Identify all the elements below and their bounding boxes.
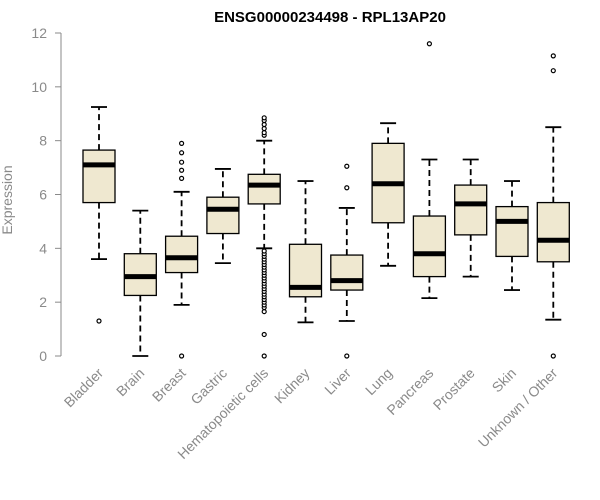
box-kidney xyxy=(288,180,323,324)
box-brain xyxy=(123,209,157,357)
category-label: Brain xyxy=(113,365,147,399)
outlier-point xyxy=(261,125,267,132)
y-tick-label: 6 xyxy=(39,187,47,203)
box-bladder xyxy=(82,106,116,324)
category-label: Skin xyxy=(489,365,520,396)
outlier-point xyxy=(96,318,102,324)
category-label: Prostate xyxy=(430,365,478,413)
chart-title: ENSG00000234498 - RPL13AP20 xyxy=(214,9,446,26)
y-axis-label: Expression xyxy=(0,165,15,234)
outlier-point xyxy=(179,353,185,359)
category-label: Liver xyxy=(321,365,354,398)
iqr-box xyxy=(164,235,199,274)
outlier-point xyxy=(261,121,267,128)
outlier-point xyxy=(550,353,556,359)
outlier-point xyxy=(179,140,185,146)
iqr-box xyxy=(206,196,240,235)
y-tick-label: 12 xyxy=(31,25,47,41)
outlier-point xyxy=(261,129,267,136)
iqr-box xyxy=(247,173,281,205)
box-hematopoietic-cells xyxy=(247,115,281,359)
box-breast xyxy=(164,140,199,359)
outlier-point xyxy=(550,68,556,74)
outlier-point xyxy=(344,353,350,359)
outlier-point xyxy=(344,185,350,191)
outlier-point xyxy=(179,150,185,156)
category-label: Breast xyxy=(149,365,189,405)
y-tick-label: 0 xyxy=(39,348,47,364)
outlier-point xyxy=(261,353,267,359)
y-axis: 0 2 4 6 8 10 12 xyxy=(31,25,62,364)
y-tick-label: 10 xyxy=(31,79,47,95)
category-label: Kidney xyxy=(271,365,313,407)
outlier-point xyxy=(261,115,267,121)
box-skin xyxy=(495,180,529,291)
iqr-box xyxy=(495,205,529,258)
outlier-point xyxy=(550,53,556,59)
iqr-box xyxy=(82,149,116,204)
y-tick-label: 2 xyxy=(39,294,47,310)
iqr-box xyxy=(536,201,570,263)
outlier-point xyxy=(261,308,267,315)
box-lung xyxy=(371,122,405,267)
outlier-point xyxy=(179,159,185,165)
box-unknown-other xyxy=(536,53,570,359)
iqr-box xyxy=(330,254,364,291)
outlier-point xyxy=(344,163,350,169)
outlier-point xyxy=(179,167,185,173)
iqr-box xyxy=(412,215,447,278)
boxes-group xyxy=(82,41,570,359)
box-prostate xyxy=(454,158,488,278)
iqr-box xyxy=(454,184,488,236)
y-tick-label: 4 xyxy=(39,240,47,256)
outlier-point xyxy=(261,248,267,254)
outlier-point xyxy=(179,175,185,181)
box-gastric xyxy=(206,168,240,265)
outlier-point xyxy=(261,331,267,338)
box-pancreas xyxy=(412,41,447,300)
category-label: Bladder xyxy=(61,365,107,411)
outlier-point xyxy=(426,41,432,47)
category-label: Lung xyxy=(362,365,395,398)
box-liver xyxy=(330,163,364,359)
y-tick-label: 8 xyxy=(39,133,47,149)
